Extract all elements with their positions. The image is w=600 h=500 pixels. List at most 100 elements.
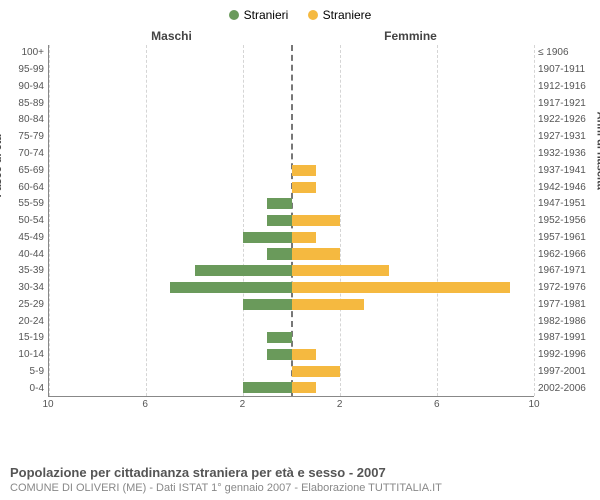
bar-row — [49, 195, 534, 212]
birth-bin-label: 1927-1931 — [538, 129, 586, 146]
legend-item-male: Stranieri — [229, 8, 289, 22]
age-bin-label: 25-29 — [18, 296, 44, 313]
birth-bin-label: 1977-1981 — [538, 296, 586, 313]
birth-bin-label: 1917-1921 — [538, 95, 586, 112]
legend-swatch-male — [229, 10, 239, 20]
y-axis-title-right: Anni di nascita — [594, 111, 600, 189]
x-tick-label: 10 — [42, 399, 53, 410]
age-bin-label: 40-44 — [18, 246, 44, 263]
bar-row — [49, 179, 534, 196]
bar-male — [243, 382, 292, 393]
bar-row — [49, 62, 534, 79]
legend-label-male: Stranieri — [244, 8, 289, 22]
bar-row — [49, 212, 534, 229]
legend-label-female: Straniere — [323, 8, 372, 22]
bar-row — [49, 78, 534, 95]
bar-male — [170, 282, 291, 293]
bar-female — [292, 248, 341, 259]
bar-male — [243, 232, 292, 243]
bar-female — [292, 282, 510, 293]
age-bin-label: 30-34 — [18, 280, 44, 297]
age-bin-label: 0-4 — [30, 380, 44, 397]
age-bin-label: 70-74 — [18, 146, 44, 163]
bar-row — [49, 279, 534, 296]
bar-row — [49, 112, 534, 129]
bar-row — [49, 313, 534, 330]
bar-male — [267, 349, 291, 360]
birth-bin-label: 1937-1941 — [538, 162, 586, 179]
bar-female — [292, 382, 316, 393]
age-bin-label: 85-89 — [18, 95, 44, 112]
birth-bin-label: 1952-1956 — [538, 213, 586, 230]
birth-bin-label: 1912-1916 — [538, 79, 586, 96]
age-bin-label: 45-49 — [18, 229, 44, 246]
y-axis-title-left: Fasce di età — [0, 134, 4, 197]
age-bin-label: 35-39 — [18, 263, 44, 280]
bar-male — [267, 215, 291, 226]
bar-female — [292, 182, 316, 193]
bar-male — [243, 299, 292, 310]
legend-swatch-female — [308, 10, 318, 20]
chart-title: Popolazione per cittadinanza straniera p… — [10, 465, 590, 480]
bar-row — [49, 229, 534, 246]
y-labels-birth: ≤ 19061907-19111912-19161917-19211922-19… — [534, 45, 592, 397]
birth-bin-label: 1957-1961 — [538, 229, 586, 246]
bar-female — [292, 265, 389, 276]
birth-bin-label: 1962-1966 — [538, 246, 586, 263]
birth-bin-label: 2002-2006 — [538, 380, 586, 397]
x-tick-label: 6 — [434, 399, 440, 410]
age-bin-label: 5-9 — [30, 364, 44, 381]
birth-bin-label: 1967-1971 — [538, 263, 586, 280]
legend-item-female: Straniere — [308, 8, 372, 22]
bar-row — [49, 329, 534, 346]
bar-female — [292, 232, 316, 243]
birth-bin-label: 1972-1976 — [538, 280, 586, 297]
x-tick-label: 2 — [337, 399, 343, 410]
bar-female — [292, 349, 316, 360]
birth-bin-label: 1942-1946 — [538, 179, 586, 196]
age-bin-label: 95-99 — [18, 62, 44, 79]
bar-row — [49, 162, 534, 179]
bar-female — [292, 215, 341, 226]
x-tick-label: 10 — [528, 399, 539, 410]
bar-row — [49, 246, 534, 263]
birth-bin-label: 1907-1911 — [538, 62, 585, 79]
column-headers: Maschi Femmine — [8, 29, 592, 43]
bar-female — [292, 165, 316, 176]
bar-row — [49, 95, 534, 112]
bar-row — [49, 45, 534, 62]
chart-plot: 100+95-9990-9485-8980-8475-7970-7465-696… — [8, 45, 592, 397]
age-bin-label: 20-24 — [18, 313, 44, 330]
age-bin-label: 50-54 — [18, 213, 44, 230]
bars — [49, 45, 534, 396]
age-bin-label: 55-59 — [18, 196, 44, 213]
header-left: Maschi — [52, 29, 291, 43]
age-bin-label: 100+ — [21, 45, 44, 62]
bar-male — [195, 265, 292, 276]
bar-row — [49, 129, 534, 146]
age-bin-label: 90-94 — [18, 79, 44, 96]
birth-bin-label: ≤ 1906 — [538, 45, 569, 62]
birth-bin-label: 1922-1926 — [538, 112, 586, 129]
age-bin-label: 80-84 — [18, 112, 44, 129]
bar-male — [267, 248, 291, 259]
x-tick-label: 6 — [142, 399, 148, 410]
bar-female — [292, 366, 341, 377]
header-right: Femmine — [291, 29, 530, 43]
age-bin-label: 15-19 — [18, 330, 44, 347]
birth-bin-label: 1987-1991 — [538, 330, 586, 347]
age-bin-label: 75-79 — [18, 129, 44, 146]
bar-row — [49, 363, 534, 380]
age-bin-label: 65-69 — [18, 162, 44, 179]
age-bin-label: 10-14 — [18, 347, 44, 364]
gridline — [534, 45, 535, 396]
bar-row — [49, 262, 534, 279]
chart-area — [48, 45, 534, 397]
y-labels-age: 100+95-9990-9485-8980-8475-7970-7465-696… — [8, 45, 48, 397]
bar-female — [292, 299, 365, 310]
x-tick-label: 2 — [240, 399, 246, 410]
footer: Popolazione per cittadinanza straniera p… — [10, 465, 590, 494]
birth-bin-label: 1932-1936 — [538, 146, 586, 163]
birth-bin-label: 1982-1986 — [538, 313, 586, 330]
bar-row — [49, 346, 534, 363]
